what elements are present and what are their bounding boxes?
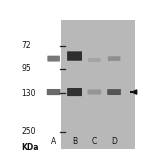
FancyBboxPatch shape — [88, 58, 101, 62]
Text: 130: 130 — [21, 89, 36, 98]
Text: KDa: KDa — [21, 143, 39, 152]
Bar — [61, 20, 135, 149]
FancyBboxPatch shape — [107, 89, 121, 95]
FancyBboxPatch shape — [47, 89, 60, 95]
Text: 72: 72 — [21, 41, 31, 50]
Text: B: B — [72, 137, 77, 146]
FancyBboxPatch shape — [108, 56, 120, 61]
Text: 95: 95 — [21, 64, 31, 73]
Text: C: C — [92, 137, 97, 146]
FancyBboxPatch shape — [87, 90, 101, 95]
FancyBboxPatch shape — [67, 51, 82, 61]
Text: D: D — [111, 137, 117, 146]
Text: 250: 250 — [21, 127, 36, 136]
Text: A: A — [51, 137, 56, 146]
FancyBboxPatch shape — [67, 88, 82, 96]
FancyBboxPatch shape — [47, 56, 60, 62]
